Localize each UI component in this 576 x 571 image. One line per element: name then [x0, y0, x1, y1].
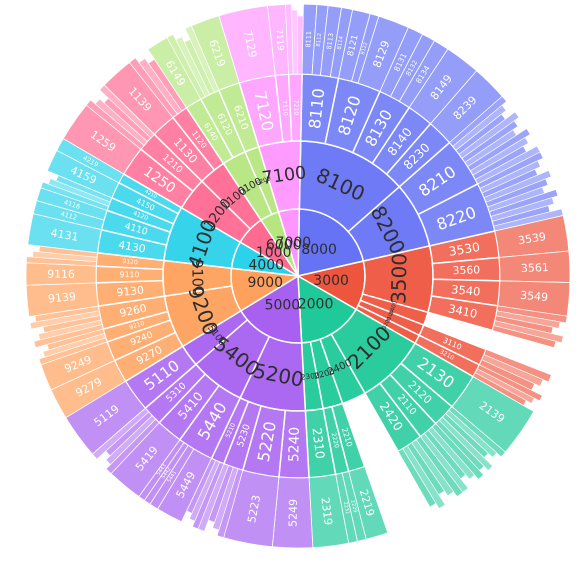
- segment-label-3530: 3530: [448, 240, 481, 259]
- segment-label-4000: 4000: [248, 257, 284, 273]
- segment-label-9000: 9000: [247, 275, 283, 291]
- segment-label-3561: 3561: [521, 261, 549, 275]
- segment-label-9139: 9139: [47, 290, 76, 306]
- segment-label-3540: 3540: [451, 282, 481, 298]
- segment-label-3410: 3410: [447, 301, 479, 321]
- segment-label-5249: 5249: [286, 499, 300, 527]
- segment-label-1000: 1000: [256, 245, 292, 261]
- segment-label-3500: 3500: [386, 253, 411, 304]
- segment-label-6200: 6200: [255, 175, 272, 187]
- segment-label-9210: 9210: [129, 320, 146, 331]
- segment-label-3400: 3400: [389, 300, 399, 316]
- segment-label-8122: 8122: [360, 42, 369, 56]
- segment-label-5441: 5441: [166, 470, 178, 484]
- segment-label-3200: 3200: [382, 316, 393, 330]
- segment-label-2000: 2000: [298, 297, 334, 313]
- segment-label-3100: 3100: [385, 310, 396, 324]
- segment-label-5240: 5240: [286, 427, 303, 462]
- segment-label-4112: 4112: [60, 210, 78, 222]
- segment-label-8110: 8110: [305, 87, 328, 130]
- segment-label-5223: 5223: [245, 494, 263, 524]
- segment-label-5000: 5000: [265, 298, 301, 314]
- segment-label-7110: 7110: [281, 100, 289, 116]
- segment-label-3549: 3549: [520, 289, 549, 304]
- segment-sliver-2420-4: [397, 448, 437, 508]
- segment-label-9260: 9260: [118, 302, 148, 320]
- segment-label-8112: 8112: [316, 33, 323, 47]
- segment-label-6000: 6000: [266, 238, 302, 254]
- segment-label-8000: 8000: [301, 242, 337, 258]
- segment-label-2229: 2229: [349, 499, 358, 513]
- segment-label-9116: 9116: [47, 268, 75, 281]
- segment-label-2300: 2300: [300, 371, 320, 382]
- segment-label-8121: 8121: [346, 34, 361, 58]
- segment-label-9130: 9130: [116, 284, 145, 299]
- segment-label-8111: 8111: [304, 31, 313, 48]
- segment-label-7210: 7210: [292, 100, 299, 116]
- segment-label-7129: 7129: [241, 29, 259, 59]
- segment-label-2310: 2310: [309, 427, 327, 460]
- segment-label-8113: 8113: [325, 32, 335, 49]
- segment-label-7000: 7000: [276, 235, 312, 251]
- segment-label-4210: 4210: [144, 189, 158, 200]
- segment-sliver-3410-4: [492, 325, 557, 349]
- segment-label-9110: 9110: [120, 270, 140, 279]
- segment-label-8114: 8114: [337, 35, 345, 50]
- segment-label-4131: 4131: [50, 226, 80, 244]
- segment-label-4130: 4130: [117, 238, 146, 256]
- segment-label-2220: 2220: [330, 432, 340, 449]
- segment-label-3539: 3539: [517, 230, 547, 247]
- segment-label-2319: 2319: [318, 497, 334, 526]
- segment-label-7119: 7119: [273, 28, 285, 51]
- segment-label-9100: 9100: [188, 259, 206, 297]
- segment-label-9120: 9120: [122, 258, 138, 266]
- segment-label-3560: 3560: [452, 263, 480, 277]
- segment-sliver-7210-2: [297, 15, 304, 75]
- segment-label-2231: 2231: [342, 501, 350, 515]
- segment-label-3000: 3000: [313, 273, 349, 289]
